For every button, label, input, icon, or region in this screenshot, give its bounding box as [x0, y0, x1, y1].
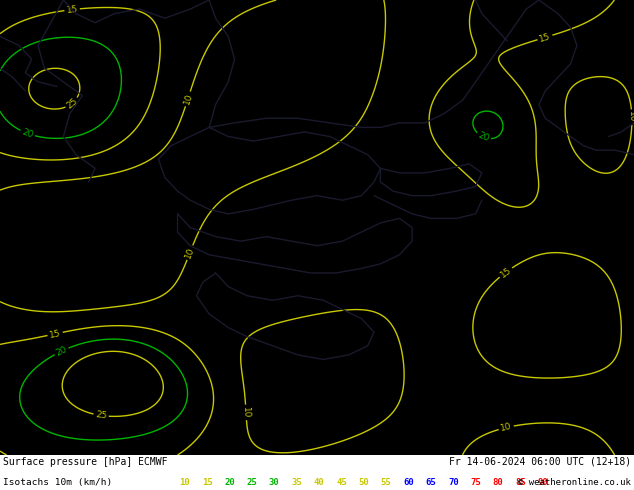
- Text: 10: 10: [500, 422, 513, 433]
- Text: Isotachs 10m (km/h): Isotachs 10m (km/h): [3, 478, 112, 487]
- Text: 10: 10: [241, 406, 251, 418]
- Text: 75: 75: [470, 478, 481, 487]
- FancyBboxPatch shape: [0, 455, 634, 490]
- Text: 40: 40: [314, 478, 325, 487]
- Text: 15: 15: [202, 478, 212, 487]
- Text: 70: 70: [448, 478, 458, 487]
- Text: 90: 90: [538, 478, 548, 487]
- Text: 85: 85: [515, 478, 526, 487]
- Text: 80: 80: [493, 478, 503, 487]
- Text: 1015: 1015: [23, 297, 47, 308]
- Text: 25: 25: [94, 410, 107, 421]
- Text: Fr 14-06-2024 06:00 UTC (12+18): Fr 14-06-2024 06:00 UTC (12+18): [449, 457, 631, 467]
- Text: 55: 55: [381, 478, 392, 487]
- Text: 45: 45: [336, 478, 347, 487]
- Text: Surface pressure [hPa] ECMWF: Surface pressure [hPa] ECMWF: [3, 457, 167, 467]
- Text: 1015: 1015: [74, 243, 98, 253]
- Text: 15: 15: [66, 4, 79, 15]
- Text: 30: 30: [269, 478, 280, 487]
- Text: 65: 65: [425, 478, 436, 487]
- Text: 10: 10: [627, 111, 634, 123]
- Text: 35: 35: [291, 478, 302, 487]
- Text: 20: 20: [21, 127, 34, 140]
- Text: 15: 15: [49, 328, 61, 340]
- Text: 50: 50: [358, 478, 369, 487]
- Text: 10: 10: [179, 478, 190, 487]
- Text: 15: 15: [538, 31, 552, 44]
- Text: 60: 60: [403, 478, 414, 487]
- Text: 10: 10: [182, 92, 194, 106]
- Text: 15: 15: [498, 266, 513, 279]
- Text: 10: 10: [184, 245, 196, 260]
- Text: 25: 25: [65, 96, 79, 110]
- Text: 20: 20: [55, 344, 68, 358]
- Text: 20: 20: [224, 478, 235, 487]
- Text: 20: 20: [476, 131, 491, 144]
- Text: 25: 25: [247, 478, 257, 487]
- Text: © weatheronline.co.uk: © weatheronline.co.uk: [518, 478, 631, 487]
